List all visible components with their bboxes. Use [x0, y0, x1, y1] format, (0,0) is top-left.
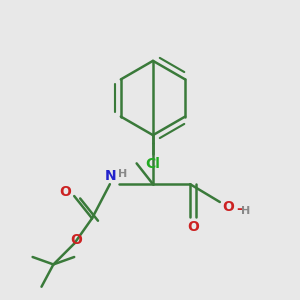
Text: N: N: [105, 169, 117, 183]
Text: H: H: [241, 206, 250, 216]
Text: O: O: [187, 220, 199, 234]
Text: H: H: [118, 169, 127, 179]
Text: -: -: [236, 202, 242, 216]
Text: O: O: [222, 200, 234, 214]
Text: O: O: [59, 184, 71, 199]
Text: O: O: [70, 233, 83, 248]
Text: Cl: Cl: [146, 157, 160, 171]
